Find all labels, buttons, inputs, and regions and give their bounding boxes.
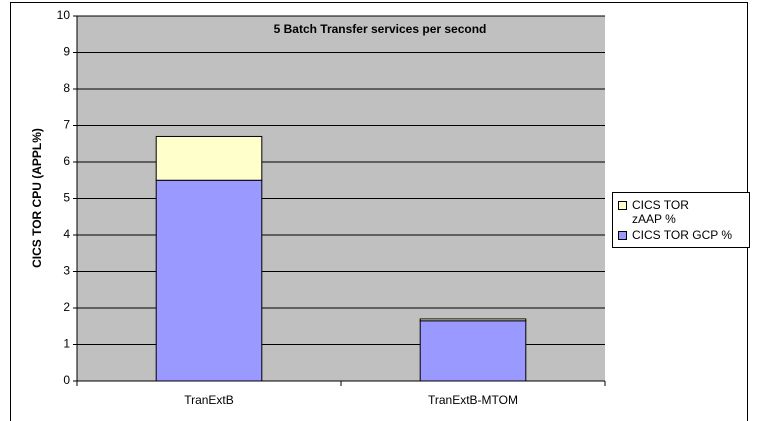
- y-axis-label: CICS TOR CPU (APPL%): [30, 128, 44, 268]
- x-tick-label: TranExtB-MTOM: [428, 393, 518, 407]
- bar-segment: [155, 135, 263, 181]
- y-tick-label: 1: [63, 337, 70, 351]
- legend-swatch: [618, 231, 627, 240]
- y-tick-label: 4: [63, 227, 70, 241]
- y-tick-label: 9: [63, 45, 70, 59]
- y-tick-label: 10: [57, 8, 71, 22]
- y-tick-label: 5: [63, 191, 70, 205]
- x-tick-label: TranExtB: [184, 393, 234, 407]
- legend-item: CICS TOR zAAP %: [615, 198, 747, 226]
- y-tick-label: 0: [63, 373, 70, 387]
- bar-segment: [419, 318, 527, 322]
- legend-swatch: [618, 201, 627, 210]
- bar-segment: [155, 179, 263, 382]
- chart-title: 5 Batch Transfer services per second: [274, 22, 487, 36]
- legend-item: CICS TOR GCP %: [615, 228, 747, 242]
- legend: CICS TOR zAAP % CICS TOR GCP %: [612, 192, 750, 248]
- y-tick-label: 7: [63, 118, 70, 132]
- bar-segment: [419, 320, 527, 382]
- y-tick-label: 3: [63, 264, 70, 278]
- y-tick-label: 6: [63, 154, 70, 168]
- legend-label: CICS TOR GCP %: [632, 228, 733, 242]
- legend-label: CICS TOR zAAP %: [632, 198, 689, 226]
- y-tick-label: 8: [63, 81, 70, 95]
- y-tick-label: 2: [63, 300, 70, 314]
